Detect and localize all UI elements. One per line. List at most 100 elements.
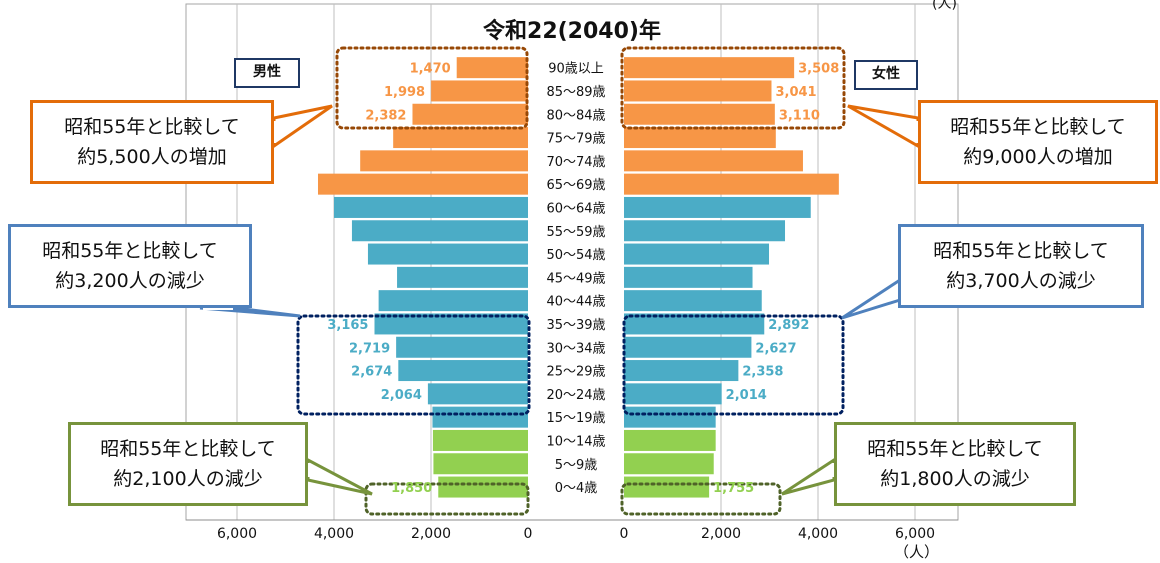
age-category-label: 75～79歳 [546, 132, 605, 147]
male-young-pointer [306, 457, 373, 496]
female-axis-tick-label: 2,000 [701, 526, 741, 542]
female-bar [624, 383, 722, 405]
male-value-label: 2,382 [365, 108, 406, 123]
male-bar [367, 243, 528, 265]
female-bar [624, 150, 803, 172]
male-axis-tick-label: 6,000 [217, 526, 257, 542]
female-bar [624, 220, 786, 242]
female-value-label: 2,892 [768, 318, 809, 333]
group-highlight-boxes [296, 46, 846, 516]
female-bar [624, 173, 839, 195]
female-axis-tick-label: 0 [620, 526, 629, 542]
male-value-label: 3,165 [327, 318, 368, 333]
female-bar [624, 360, 739, 382]
male-value-label: 1,998 [384, 85, 425, 100]
callout-line1: 昭和55年と比較して [100, 438, 276, 460]
male-bar [398, 360, 528, 382]
male-bar [378, 290, 528, 312]
callout-line1: 昭和55年と比較して [42, 240, 218, 262]
age-category-labels: 90歳以上 85～89歳 80～84歳 75～79歳 70～74歳 65～69歳 60～64… [546, 62, 605, 496]
age-category-label: 50～54歳 [546, 248, 605, 263]
female-bar [624, 313, 765, 335]
female-bar [624, 453, 714, 475]
age-category-label: 0～4歳 [555, 481, 598, 496]
male-bar [374, 313, 528, 335]
male-bar [397, 266, 528, 288]
female-value-label: 3,041 [775, 85, 816, 100]
callout-line1: 昭和55年と比較して [950, 116, 1126, 138]
callout-line2: 約3,700人の減少 [946, 270, 1096, 292]
chart-title: 令和22(2040)年 [483, 18, 661, 44]
female-bar [624, 429, 716, 451]
female-axis-tick-label: 4,000 [798, 526, 838, 542]
male-axis-tick-label: 4,000 [314, 526, 354, 542]
female-bar [624, 243, 770, 265]
age-category-label: 85～89歳 [546, 85, 605, 100]
male-bar [412, 103, 528, 125]
male-value-label: 2,064 [381, 388, 422, 403]
callout-line2: 約3,200人の減少 [55, 270, 205, 292]
female-value-label: 1,755 [713, 481, 754, 496]
age-category-label: 20～24歳 [546, 388, 605, 403]
age-category-label: 90歳以上 [548, 62, 604, 77]
age-category-label: 10～14歳 [546, 434, 605, 449]
value-labels: 1,470 1,998 2,382 3,165 2,719 2,674 2,064 1,850… [327, 62, 839, 496]
male-bar [432, 406, 528, 428]
age-category-label: 25～29歳 [546, 365, 605, 380]
female-value-label: 2,627 [755, 341, 796, 356]
callout-line2: 約1,800人の減少 [880, 468, 1030, 490]
male-elderly-pointer [272, 104, 333, 149]
female-value-label: 3,110 [779, 108, 820, 123]
female-young-highlight-box [620, 482, 782, 516]
female-bar [624, 290, 762, 312]
female-elderly-pointer [847, 104, 920, 149]
age-category-label: 65～69歳 [546, 178, 605, 193]
male-bar [393, 127, 528, 149]
male-bar [432, 429, 528, 451]
male-bar [456, 57, 528, 79]
male-young-highlight-box [364, 482, 530, 516]
female-value-label: 2,358 [742, 365, 783, 380]
female-bar [624, 57, 795, 79]
male-value-label: 2,674 [351, 365, 392, 380]
age-category-label: 55～59歳 [546, 225, 605, 240]
top-unit-label: (人) [932, 0, 957, 12]
male-bar [438, 476, 528, 498]
callout-female-young: 昭和55年と比較して 約1,800人の減少 [834, 422, 1076, 506]
callout-pointers [199, 104, 920, 496]
male-bar [433, 453, 528, 475]
callout-line1: 昭和55年と比較して [933, 240, 1109, 262]
female-bar [624, 80, 772, 102]
female-bar [624, 196, 811, 218]
age-category-label: 70～74歳 [546, 155, 605, 170]
age-category-label: 5～9歳 [555, 458, 598, 473]
male-axis-tick-label: 2,000 [411, 526, 451, 542]
callout-line1: 昭和55年と比較して [867, 438, 1043, 460]
male-value-label: 2,719 [349, 341, 390, 356]
female-elderly-highlight-box [620, 46, 846, 130]
female-working-highlight-box [622, 314, 845, 416]
age-category-label: 60～64歳 [546, 201, 605, 216]
callout-line1: 昭和55年と比較して [64, 116, 240, 138]
age-category-label: 15～19歳 [546, 411, 605, 426]
female-label: 女性 [854, 60, 918, 90]
female-bar [624, 266, 753, 288]
female-young-pointer [781, 457, 836, 496]
bars [317, 57, 839, 498]
female-bar [624, 336, 752, 358]
male-working-highlight-box [296, 314, 531, 416]
female-working-pointer [841, 277, 902, 320]
callout-line2: 約9,000人の増加 [963, 146, 1113, 168]
male-bar [396, 336, 528, 358]
callout-female-working: 昭和55年と比較して 約3,700人の減少 [898, 224, 1144, 308]
female-axis-tick-label: 6,000 [895, 526, 935, 542]
female-bar [624, 127, 776, 149]
age-category-label: 35～39歳 [546, 318, 605, 333]
male-bar [351, 220, 528, 242]
callout-line2: 約5,500人の増加 [77, 146, 227, 168]
age-category-label: 45～49歳 [546, 271, 605, 286]
age-category-label: 40～44歳 [546, 295, 605, 310]
male-axis-tick-label: 0 [524, 526, 533, 542]
callout-male-elderly: 昭和55年と比較して 約5,500人の増加 [30, 100, 274, 184]
